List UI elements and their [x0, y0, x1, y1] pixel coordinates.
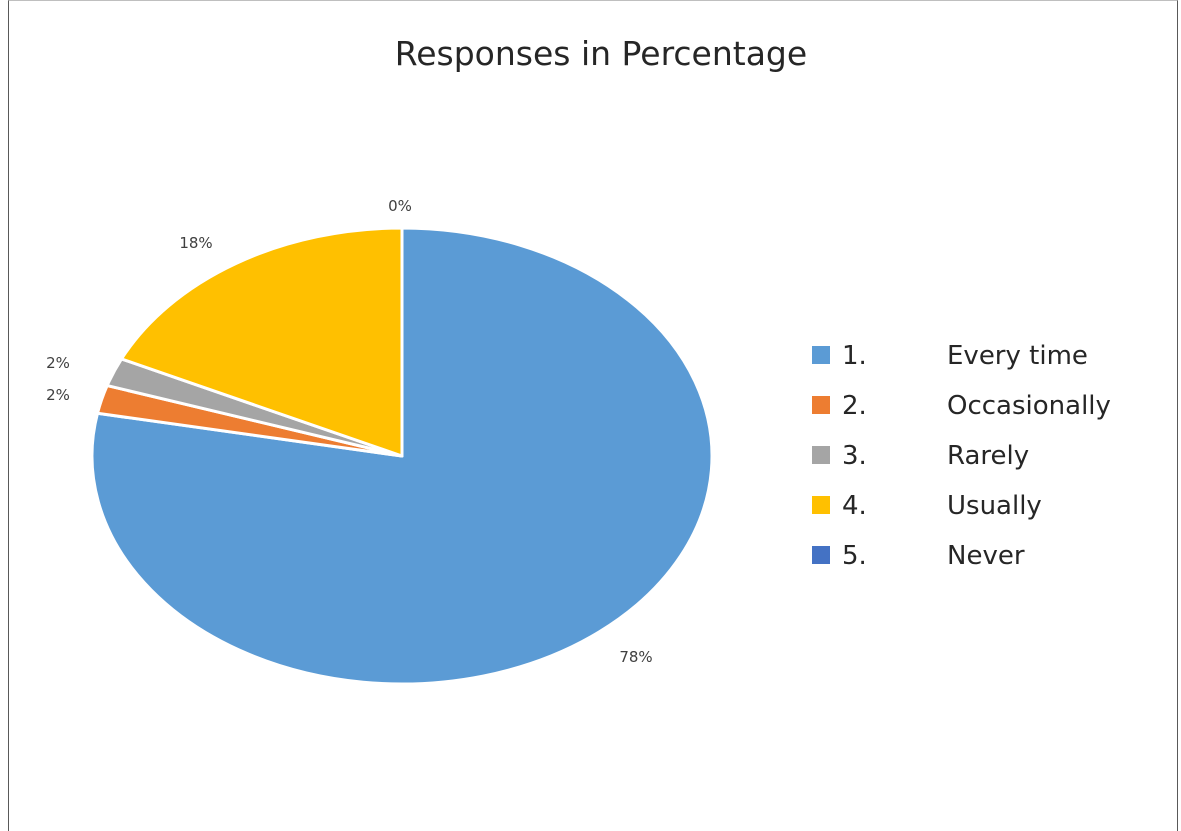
- legend-item-1: 1. Every time: [812, 341, 1088, 371]
- legend-label-1: Every time: [947, 341, 1088, 371]
- data-label-1: 78%: [619, 648, 652, 666]
- data-label-5: 0%: [388, 197, 412, 215]
- legend-number-1: 1.: [842, 341, 867, 371]
- legend: 1. Every time 2. Occasionally 3. Rarely 4. Usua…: [812, 341, 1111, 571]
- legend-swatch-4: [812, 496, 830, 514]
- legend-swatch-5: [812, 546, 830, 564]
- legend-number-5: 5.: [842, 541, 867, 571]
- legend-number-4: 4.: [842, 491, 867, 521]
- legend-item-2: 2. Occasionally: [812, 391, 1111, 421]
- legend-swatch-3: [812, 446, 830, 464]
- legend-item-3: 3. Rarely: [812, 441, 1029, 471]
- data-label-2: 2%: [46, 386, 70, 404]
- legend-item-5: 5. Never: [812, 541, 1025, 571]
- pie-slice-4: [120, 226, 404, 458]
- legend-item-4: 4. Usually: [812, 491, 1042, 521]
- data-label-3: 2%: [46, 354, 70, 372]
- data-labels: 78% 2% 2% 18% 0%: [46, 197, 653, 666]
- pie-slice-1: [90, 226, 714, 686]
- legend-label-3: Rarely: [947, 441, 1029, 471]
- data-label-4: 18%: [179, 234, 212, 252]
- legend-number-3: 3.: [842, 441, 867, 471]
- legend-swatch-2: [812, 396, 830, 414]
- chart-title: Responses in Percentage: [395, 34, 807, 73]
- legend-label-2: Occasionally: [947, 391, 1111, 421]
- legend-swatch-1: [812, 346, 830, 364]
- legend-label-5: Never: [947, 541, 1025, 571]
- chart-frame: [8, 0, 1178, 831]
- legend-label-4: Usually: [947, 491, 1042, 521]
- pie-slices: [90, 226, 714, 686]
- legend-number-2: 2.: [842, 391, 867, 421]
